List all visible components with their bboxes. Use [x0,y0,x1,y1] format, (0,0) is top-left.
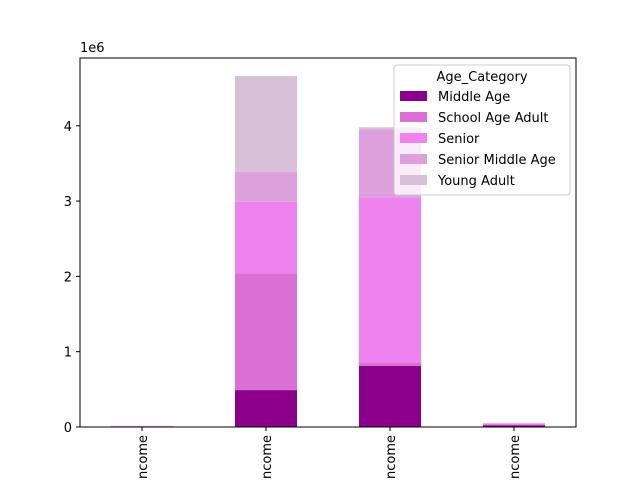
legend-swatch [400,133,427,143]
bar-segment [235,273,297,391]
bars-layer [111,76,545,427]
bar-segment [359,362,421,367]
legend-label: Young Adult [437,174,515,189]
bar-segment [483,425,545,427]
x-tick-label: ncome [508,435,523,479]
x-axis: ncome ncome ncome ncome [136,427,523,479]
legend-label: Senior [438,132,480,147]
legend-title: Age_Category [436,70,527,85]
y-axis: 0 1 2 3 4 [64,120,80,436]
y-tick-label: 0 [64,421,72,436]
legend: Age_Category Middle Age School Age Adult Se… [393,64,571,196]
y-tick-label: 2 [64,270,72,285]
y-offset-label: 1e6 [80,41,105,56]
bar-segment [235,76,297,172]
plot-frame [79,57,577,428]
y-tick-label: 3 [64,195,72,210]
legend-box [393,64,571,196]
bar-segment [359,127,421,130]
bar-segment [235,390,297,427]
bar-segment [359,366,421,427]
bar-segment [483,423,545,425]
bar-segment [483,424,545,426]
bar-segment [359,197,421,363]
legend-swatch [400,154,427,164]
x-tick-label: ncome [136,435,151,479]
legend-swatch [400,91,427,101]
bar-segment [235,201,297,274]
bar-segment [235,171,297,202]
x-tick-label: ncome [260,435,275,479]
y-tick-label: 1 [64,346,72,361]
y-tick-label: 4 [64,120,72,135]
legend-label: Middle Age [438,90,510,105]
legend-swatch [400,175,427,185]
x-tick-label: ncome [384,435,399,479]
legend-swatch [400,112,427,122]
legend-label: School Age Adult [438,111,548,126]
legend-label: Senior Middle Age [438,153,556,168]
